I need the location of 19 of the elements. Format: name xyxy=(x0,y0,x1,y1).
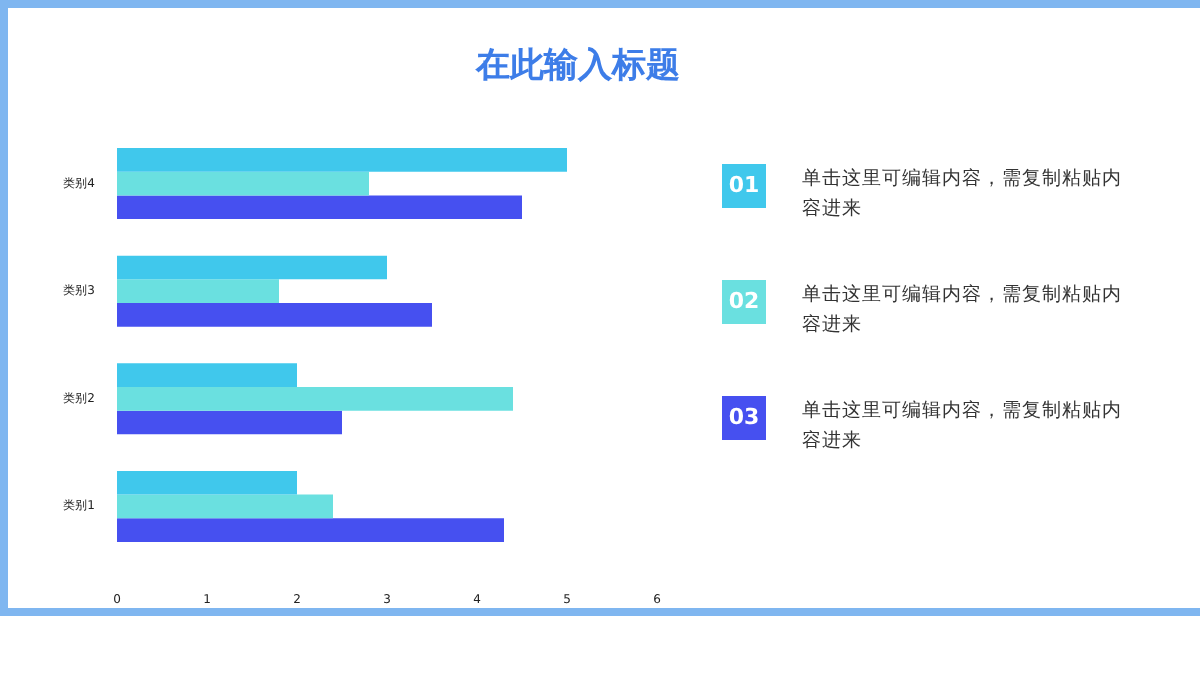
bar xyxy=(117,279,279,304)
text: 单击这里可编辑内容，需复制粘贴内容进来 xyxy=(802,398,1122,456)
bar xyxy=(117,148,567,172)
text: 单击这里可编辑内容，需复制粘贴内容进来 xyxy=(802,166,1122,224)
text: 单击这里可编辑内容，需复制粘贴内容进来 xyxy=(802,282,1122,340)
text: 03 xyxy=(722,396,766,440)
chart-title: 在此输入标题 xyxy=(476,44,680,90)
bar xyxy=(117,363,297,387)
bar xyxy=(117,470,297,495)
bar xyxy=(117,494,333,519)
bar xyxy=(117,303,432,327)
bar xyxy=(117,255,387,280)
bar xyxy=(117,410,342,435)
bar xyxy=(117,518,504,542)
text: 02 xyxy=(722,280,766,324)
bar xyxy=(117,171,369,196)
text: 01 xyxy=(722,164,766,208)
bar xyxy=(117,386,513,411)
bar xyxy=(117,195,522,220)
